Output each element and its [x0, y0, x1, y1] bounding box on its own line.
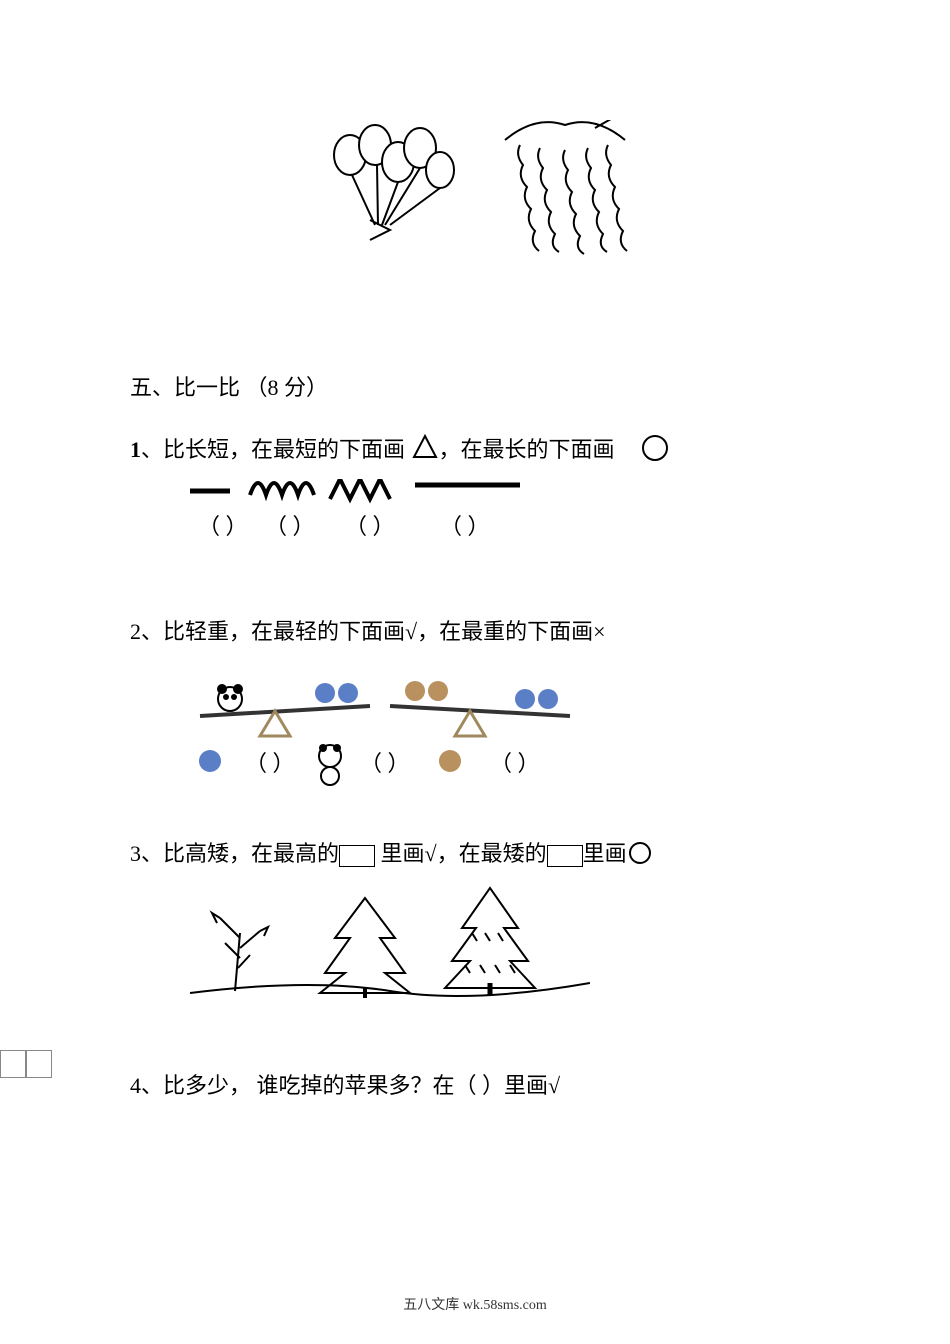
q2-figure: （ ） （ ） （ ） — [190, 661, 820, 796]
top-images — [130, 120, 820, 270]
svg-text:（ ）: （ ） — [265, 514, 315, 539]
q3-figure — [190, 883, 820, 1018]
q3-text-a: 、比高矮，在最高的 — [141, 841, 339, 866]
svg-text:（ ）: （ ） — [198, 514, 248, 539]
q3-number: 3 — [130, 841, 141, 866]
jellyfish-image — [500, 120, 630, 270]
circle-icon — [627, 840, 653, 866]
q3-text-c: 里画 — [583, 841, 627, 866]
q1-figure: （ ） （ ） （ ） （ ） — [190, 479, 820, 574]
q1-text-a: 、比长短，在最短的下面画 — [141, 437, 405, 462]
seesaw-image: （ ） （ ） （ ） — [190, 661, 590, 791]
ropes-image: （ ） （ ） （ ） （ ） — [190, 479, 530, 569]
q2-text: 、比轻重，在最轻的下面画√，在最重的下面画× — [141, 619, 605, 644]
q3-text-b: 里画√，在最矮的 — [375, 841, 547, 866]
balloons-image — [320, 120, 470, 260]
svg-text:（ ）: （ ） — [345, 514, 395, 539]
svg-text:（ ）: （ ） — [490, 751, 540, 776]
question-4: 4、比多少， 谁吃掉的苹果多？在（ ）里画√ — [130, 1068, 820, 1100]
side-tab — [0, 1050, 52, 1078]
q4-text: 、比多少， 谁吃掉的苹果多？在（ ）里画√ — [141, 1073, 560, 1098]
footer: 五八文库 wk.58sms.com — [0, 1294, 950, 1314]
q4-number: 4 — [130, 1073, 141, 1098]
svg-text:（ ）: （ ） — [360, 751, 410, 776]
q1-number: 1 — [130, 437, 141, 462]
question-1: 1、比长短，在最短的下面画 ，在最长的下面画 — [130, 432, 820, 464]
section-5-title: 五、比一比 （8 分） — [130, 370, 820, 402]
circle-icon — [640, 433, 670, 463]
box-icon — [547, 845, 583, 867]
question-3: 3、比高矮，在最高的 里画√，在最矮的 里画 — [130, 836, 820, 868]
triangle-icon — [411, 433, 439, 461]
box-icon — [339, 845, 375, 867]
q2-number: 2 — [130, 619, 141, 644]
question-2: 2、比轻重，在最轻的下面画√，在最重的下面画× — [130, 614, 820, 646]
svg-text:（ ）: （ ） — [440, 514, 490, 539]
q1-text-b: ，在最长的下面画 — [439, 437, 615, 462]
trees-image — [190, 883, 590, 1013]
svg-text:（ ）: （ ） — [245, 751, 295, 776]
